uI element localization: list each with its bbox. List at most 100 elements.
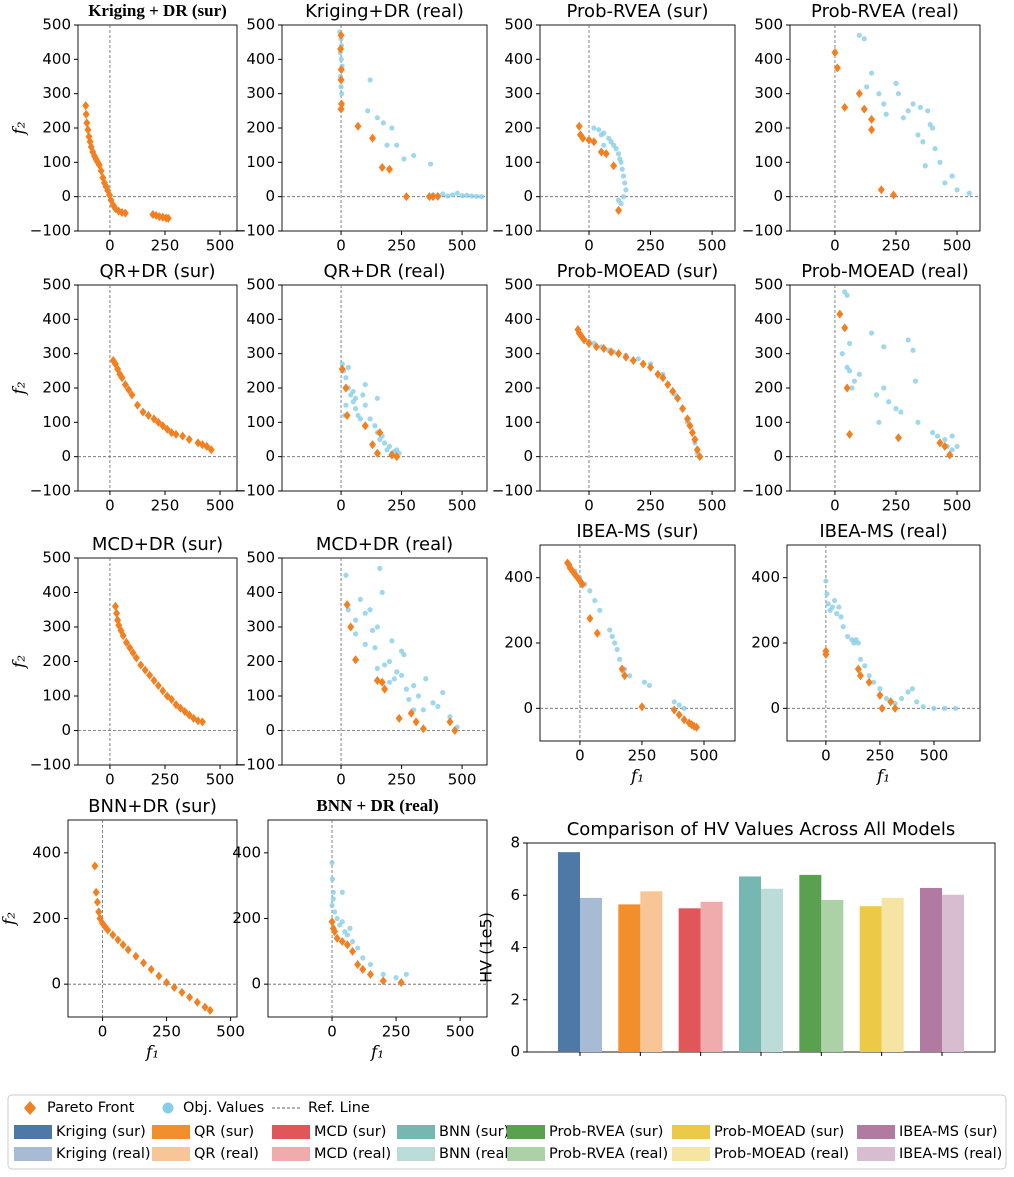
obj-point bbox=[876, 419, 882, 425]
y-tick-label: 100 bbox=[246, 687, 275, 705]
y-tick-label: 200 bbox=[246, 652, 275, 670]
y-tick-label: 500 bbox=[42, 549, 71, 567]
pareto-point bbox=[328, 917, 336, 927]
pareto-point bbox=[891, 703, 899, 713]
obj-point bbox=[447, 714, 453, 720]
pareto-point bbox=[579, 133, 587, 143]
pareto-point bbox=[128, 390, 136, 400]
legend-label: MCD (sur) bbox=[314, 1124, 386, 1140]
y-tick-label: 300 bbox=[754, 84, 783, 102]
plot-area bbox=[77, 24, 238, 232]
pareto-point bbox=[178, 987, 186, 997]
obj-point bbox=[380, 971, 386, 977]
pareto-point bbox=[429, 192, 437, 202]
pareto-point bbox=[395, 713, 403, 723]
obj-point bbox=[344, 932, 351, 938]
obj-point bbox=[330, 889, 336, 895]
x-tick-label: 500 bbox=[448, 771, 477, 789]
pareto-point bbox=[890, 190, 898, 200]
obj-point bbox=[435, 703, 441, 709]
pareto-point bbox=[337, 65, 345, 75]
legend-diamond bbox=[24, 1101, 36, 1115]
obj-point bbox=[857, 656, 864, 662]
x-tick-label: 250 bbox=[636, 497, 665, 515]
obj-point bbox=[598, 132, 604, 138]
obj-point bbox=[937, 159, 943, 165]
pareto-point bbox=[349, 946, 357, 956]
obj-point bbox=[681, 705, 687, 711]
y-axis-label: f₂ bbox=[10, 121, 30, 136]
plot-area bbox=[281, 284, 488, 492]
x-tick-label: 0 bbox=[584, 497, 594, 515]
pareto-point bbox=[378, 162, 386, 172]
chart-title: Prob-MOEAD (real) bbox=[801, 261, 969, 282]
x-tick-label: 0 bbox=[105, 237, 115, 255]
obj-point bbox=[881, 101, 887, 107]
x-tick-label: 250 bbox=[151, 237, 180, 255]
obj-point bbox=[469, 193, 475, 199]
y-tick-label: 0 bbox=[61, 721, 71, 739]
obj-point bbox=[338, 84, 344, 90]
pareto-point bbox=[179, 431, 187, 441]
pareto-point bbox=[163, 424, 171, 434]
pareto-point bbox=[83, 118, 91, 128]
obj-point bbox=[329, 860, 335, 866]
x-tick-label: 500 bbox=[206, 237, 235, 255]
legend-label: IBEA-MS (real) bbox=[899, 1146, 1002, 1162]
obj-point bbox=[339, 91, 345, 97]
pareto-point bbox=[621, 671, 629, 681]
pareto-point bbox=[578, 579, 586, 589]
y-tick-label: −100 bbox=[30, 482, 71, 500]
pareto-point bbox=[122, 638, 130, 648]
obj-point bbox=[836, 604, 842, 610]
pareto-point bbox=[669, 386, 677, 396]
obj-point bbox=[909, 686, 915, 692]
bar bbox=[700, 901, 723, 1052]
obj-point bbox=[861, 36, 867, 42]
obj-point bbox=[459, 193, 465, 199]
obj-point bbox=[382, 662, 388, 668]
obj-point bbox=[930, 430, 936, 436]
pareto-point bbox=[121, 208, 129, 218]
obj-point bbox=[372, 645, 378, 651]
pareto-point bbox=[109, 930, 117, 940]
pareto-point bbox=[941, 441, 949, 451]
pareto-point bbox=[615, 349, 623, 359]
pareto-point bbox=[144, 410, 152, 420]
obj-point bbox=[881, 344, 887, 350]
pareto-point bbox=[84, 125, 92, 135]
obj-point bbox=[454, 190, 460, 196]
legend-label: Prob-RVEA (sur) bbox=[549, 1124, 663, 1140]
plot-area bbox=[539, 284, 736, 492]
y-tick-label: 0 bbox=[265, 447, 275, 465]
obj-point bbox=[839, 351, 845, 357]
obj-point bbox=[362, 610, 368, 616]
legend-circle bbox=[162, 1102, 174, 1114]
legend-swatch bbox=[507, 1147, 545, 1161]
obj-point bbox=[391, 676, 397, 682]
y-tick-label: 0 bbox=[51, 975, 61, 993]
pareto-point bbox=[337, 75, 345, 85]
obj-point bbox=[384, 142, 390, 148]
pareto-point bbox=[580, 335, 588, 345]
x-tick-label: 0 bbox=[105, 497, 115, 515]
pareto-point bbox=[337, 30, 345, 40]
y-tick-label: 500 bbox=[504, 16, 533, 34]
obj-point bbox=[411, 152, 417, 159]
y-tick-label: 400 bbox=[754, 310, 783, 328]
y-tick-label: 500 bbox=[246, 16, 275, 34]
y-tick-label: 200 bbox=[32, 909, 61, 927]
chart-title: Prob-RVEA (real) bbox=[811, 1, 959, 22]
pareto-point bbox=[361, 421, 369, 431]
x-tick-label: 0 bbox=[575, 747, 585, 765]
x-tick-label: 500 bbox=[448, 497, 477, 515]
pareto-point bbox=[113, 608, 121, 618]
obj-point bbox=[398, 672, 405, 678]
pareto-point bbox=[615, 205, 623, 215]
x-tick-label: 500 bbox=[448, 237, 477, 255]
obj-point bbox=[893, 406, 899, 412]
obj-point bbox=[873, 392, 880, 398]
pareto-point bbox=[352, 655, 360, 665]
chart-title: MCD+DR (real) bbox=[316, 534, 453, 555]
pareto-point bbox=[833, 63, 841, 73]
